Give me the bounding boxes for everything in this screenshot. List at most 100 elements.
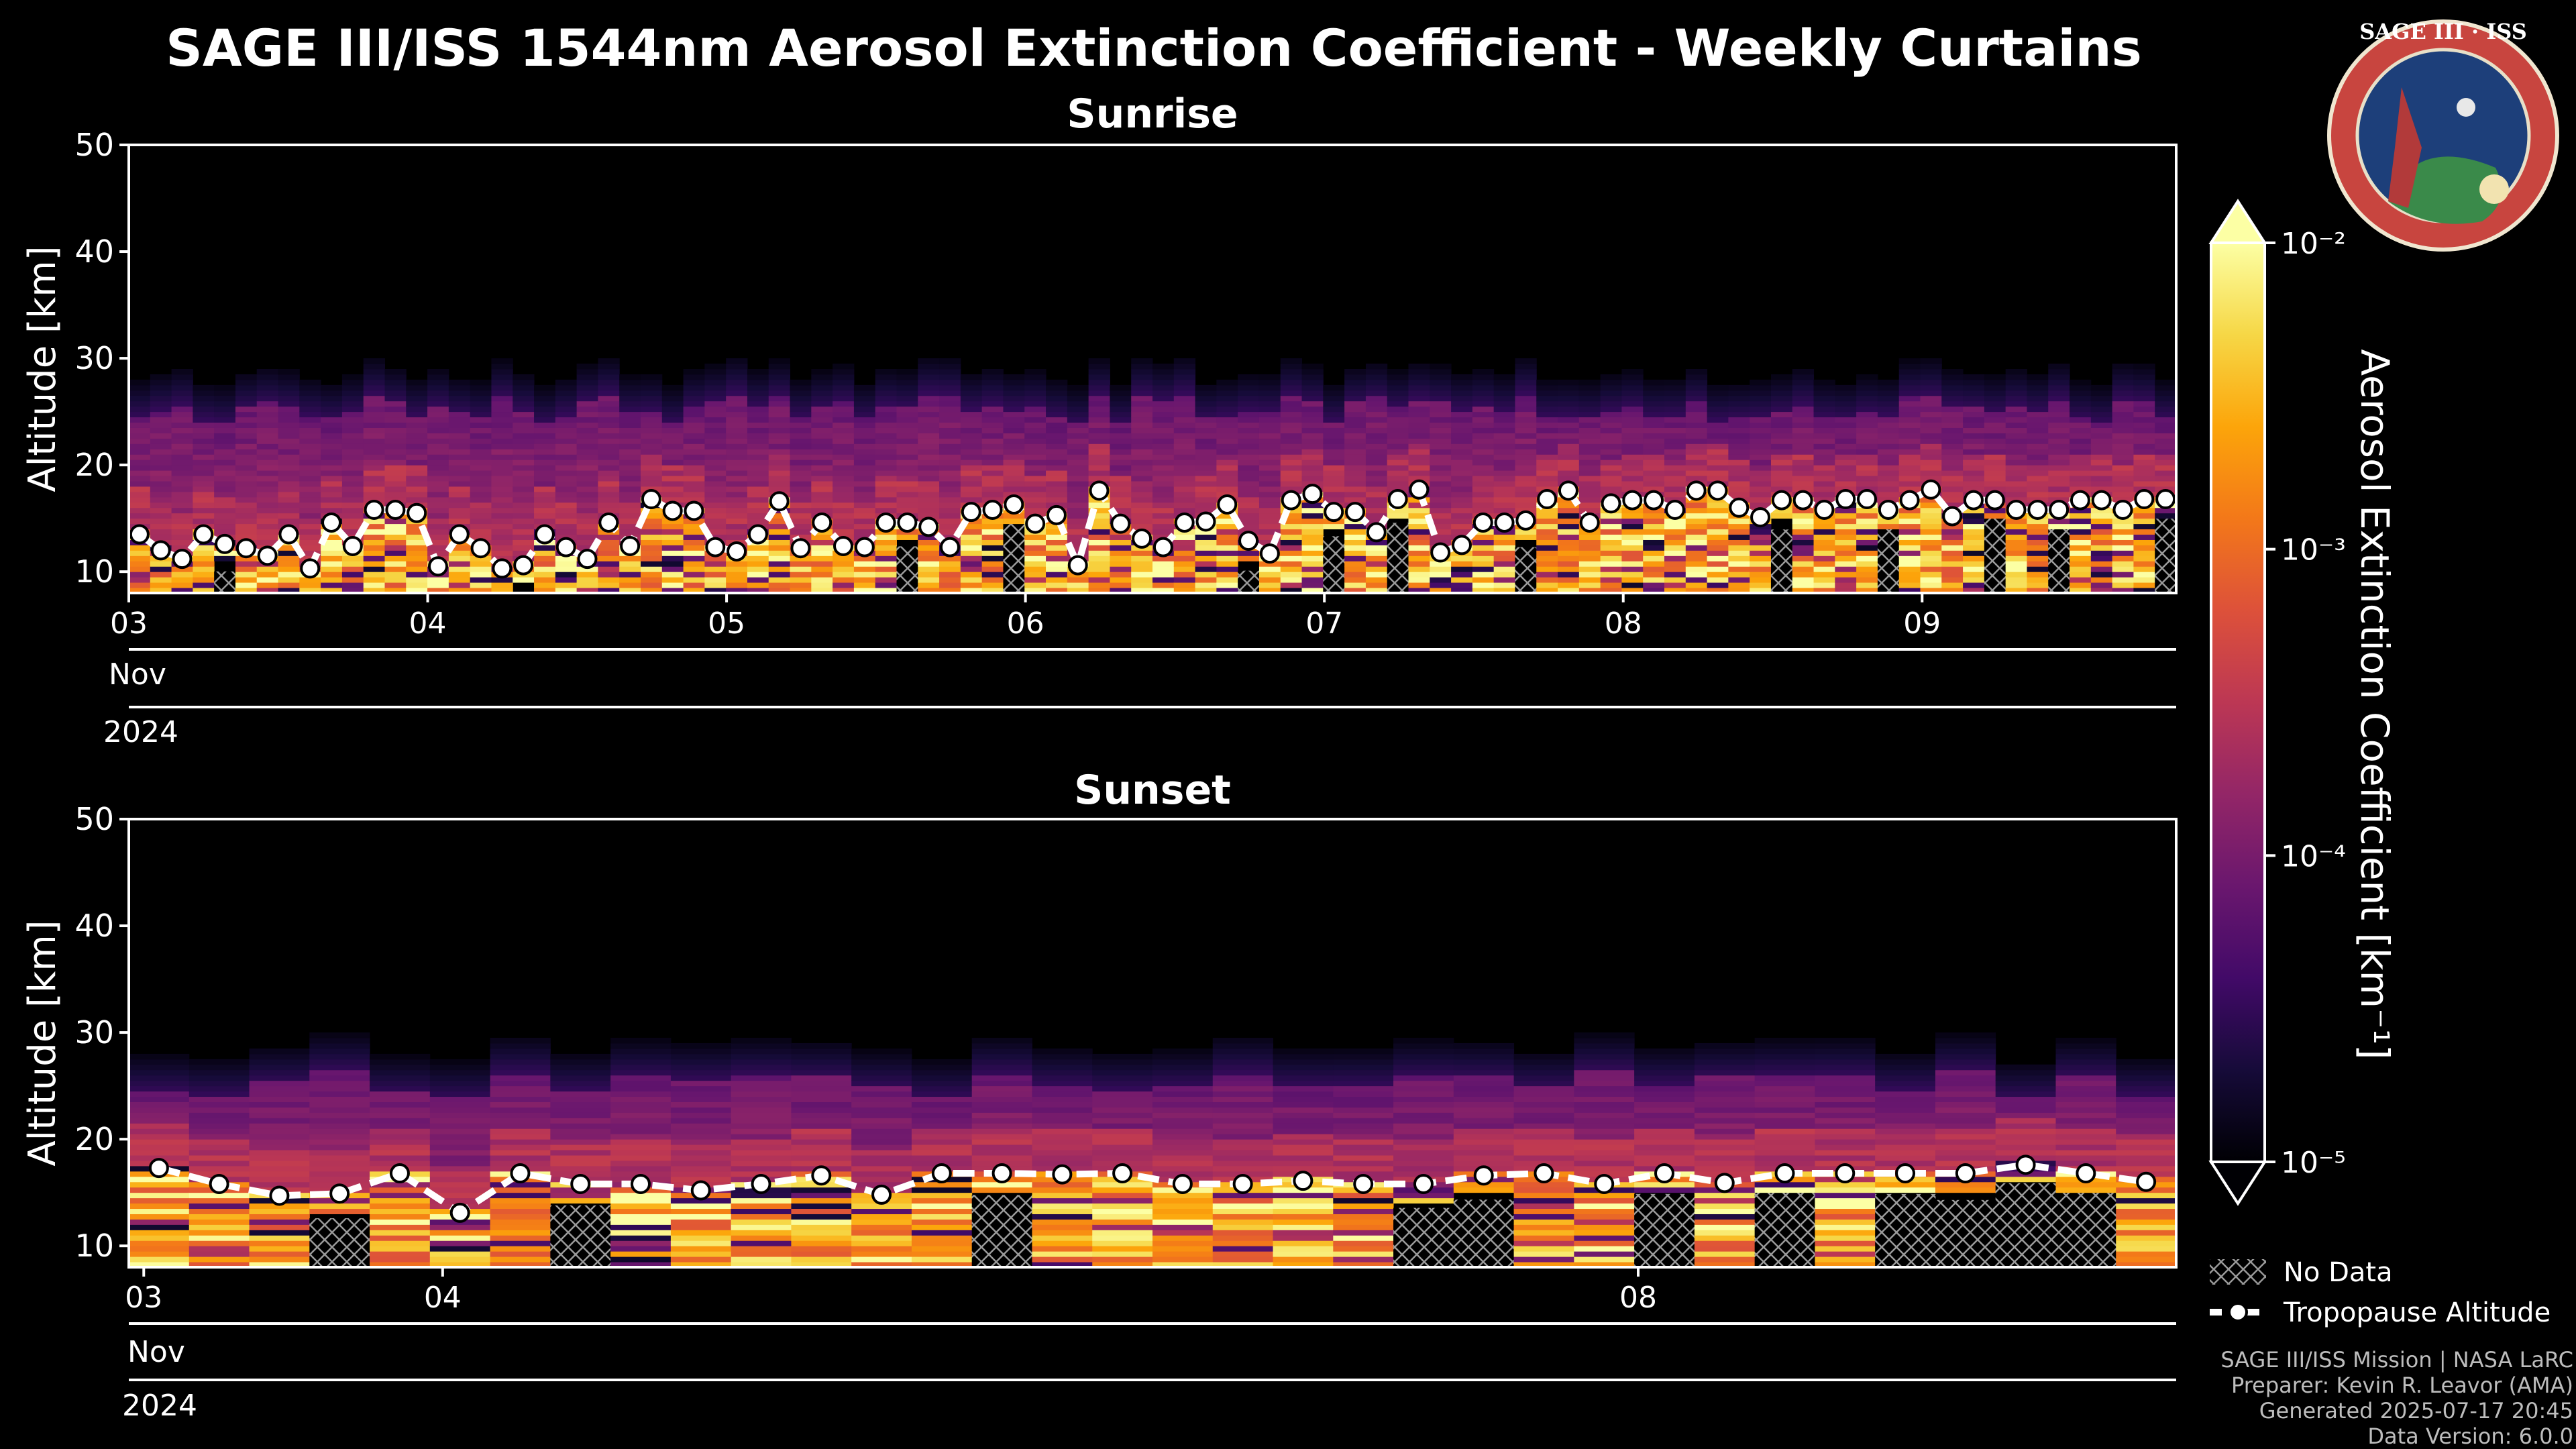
- curtain-cell: [129, 1112, 190, 1118]
- curtain-cell: [429, 1176, 491, 1183]
- curtain-cell: [214, 443, 236, 449]
- curtain-cell: [731, 1230, 792, 1236]
- curtain-cell: [1643, 417, 1665, 423]
- curtain-cell: [1707, 577, 1729, 583]
- curtain-cell: [1430, 449, 1452, 455]
- curtain-cell: [1792, 465, 1815, 471]
- curtain-cell: [1067, 417, 1089, 423]
- curtain-cell: [448, 582, 471, 588]
- curtain-cell: [2027, 534, 2049, 540]
- curtain-cell: [1451, 400, 1473, 407]
- curtain-cell: [341, 486, 364, 492]
- curtain-cell: [491, 534, 513, 540]
- curtain-cell: [1173, 433, 1196, 439]
- curtain-cell: [1536, 460, 1558, 466]
- curtain-cell: [1792, 518, 1815, 525]
- curtain-cell: [2070, 481, 2092, 487]
- curtain-cell: [129, 1219, 190, 1225]
- curtain-cell: [1451, 502, 1473, 508]
- no-data-cell: [896, 546, 918, 593]
- curtain-cell: [129, 465, 151, 471]
- curtain-cell: [1685, 507, 1708, 514]
- curtain-cell: [811, 390, 833, 396]
- curtain-cell: [321, 395, 343, 402]
- curtain-cell: [2133, 529, 2155, 535]
- curtain-cell: [1515, 364, 1537, 370]
- curtain-cell: [683, 555, 705, 561]
- curtain-cell: [384, 374, 407, 380]
- curtain-cell: [150, 561, 172, 567]
- curtain-cell: [1258, 486, 1281, 492]
- curtain-cell: [1152, 1107, 1214, 1113]
- curtain-cell: [129, 1091, 190, 1097]
- curtain-cell: [1621, 577, 1644, 583]
- curtain-cell: [641, 449, 663, 455]
- curtain-cell: [1536, 395, 1558, 402]
- curtain-cell: [555, 438, 578, 444]
- curtain-cell: [299, 523, 321, 530]
- curtain-cell: [1515, 390, 1537, 396]
- curtain-cell: [851, 1139, 912, 1145]
- curtain-cell: [1835, 427, 1857, 433]
- curtain-cell: [981, 588, 1004, 593]
- curtain-cell: [1621, 406, 1644, 413]
- curtain-cell: [1003, 400, 1025, 407]
- curtain-cell: [1067, 588, 1089, 593]
- curtain-cell: [2112, 411, 2134, 418]
- curtain-cell: [513, 411, 535, 418]
- curtain-cell: [1088, 529, 1110, 535]
- curtain-cell: [918, 364, 940, 370]
- curtain-cell: [1536, 513, 1558, 519]
- curtain-cell: [960, 449, 983, 455]
- curtain-cell: [1792, 400, 1815, 407]
- curtain-cell: [1152, 513, 1175, 519]
- curtain-cell: [249, 1219, 310, 1225]
- curtain-cell: [513, 470, 535, 476]
- curtain-cell: [1621, 417, 1644, 423]
- curtain-cell: [2048, 411, 2070, 418]
- curtain-cell: [2090, 406, 2113, 413]
- curtain-cell: [513, 518, 535, 525]
- curtain-cell: [726, 358, 748, 364]
- curtain-cell: [726, 433, 748, 439]
- curtain-cell: [534, 550, 556, 556]
- curtain-cell: [2027, 491, 2049, 498]
- curtain-cell: [1273, 1235, 1334, 1241]
- curtain-cell: [971, 1144, 1032, 1150]
- curtain-cell: [1634, 1085, 1695, 1092]
- curtain-cell: [384, 454, 407, 460]
- curtain-cell: [427, 486, 449, 492]
- curtain-cell: [833, 395, 855, 402]
- curtain-cell: [1430, 470, 1452, 476]
- curtain-cell: [448, 577, 471, 583]
- curtain-cell: [129, 561, 151, 567]
- curtain-cell: [321, 534, 343, 540]
- curtain-cell: [341, 588, 364, 593]
- curtain-cell: [1856, 470, 1878, 476]
- curtain-cell: [1216, 577, 1238, 583]
- curtain-cell: [641, 433, 663, 439]
- curtain-cell: [1770, 400, 1793, 407]
- curtain-cell: [1451, 443, 1473, 449]
- curtain-cell: [490, 1251, 551, 1257]
- curtain-cell: [1813, 390, 1835, 396]
- curtain-cell: [911, 1118, 973, 1124]
- curtain-cell: [299, 411, 321, 418]
- curtain-cell: [704, 369, 727, 375]
- curtain-cell: [2155, 433, 2176, 439]
- curtain-cell: [1513, 1107, 1574, 1113]
- curtain-cell: [1323, 486, 1345, 492]
- curtain-cell: [1685, 534, 1708, 540]
- curtain-cell: [1333, 1150, 1394, 1156]
- curtain-cell: [2048, 523, 2070, 530]
- curtain-cell: [1643, 518, 1665, 525]
- curtain-cell: [1238, 411, 1260, 418]
- curtain-cell: [1493, 534, 1515, 540]
- tropopause-point: [939, 537, 960, 557]
- curtain-cell: [598, 566, 620, 572]
- curtain-cell: [1920, 454, 1942, 460]
- curtain-cell: [406, 588, 428, 593]
- curtain-cell: [1195, 449, 1217, 455]
- curtain-cell: [1493, 496, 1515, 503]
- curtain-cell: [171, 454, 193, 460]
